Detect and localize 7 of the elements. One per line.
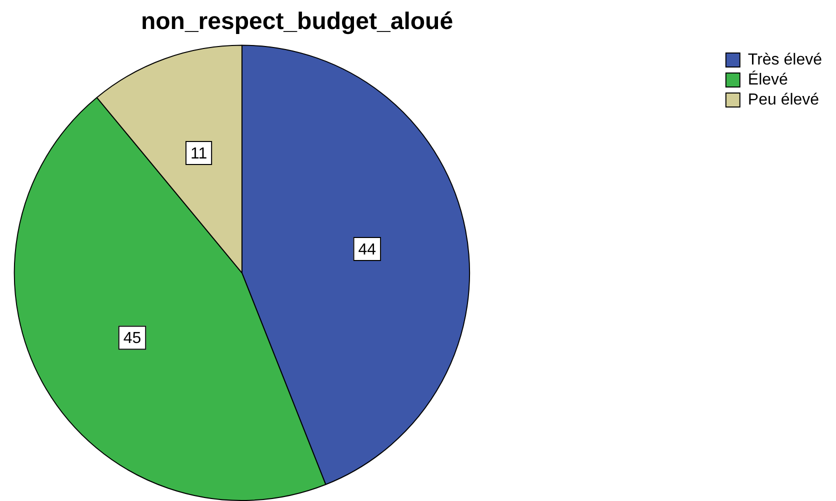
- data-label: 44: [358, 241, 376, 258]
- legend-label: Peu élevé: [748, 91, 820, 108]
- chart-title: non_respect_budget_aloué: [140, 8, 454, 36]
- legend-label: Élevé: [748, 70, 788, 88]
- legend-label: Très élevé: [748, 51, 822, 68]
- data-label: 45: [123, 330, 142, 348]
- data-label: 11: [190, 145, 208, 162]
